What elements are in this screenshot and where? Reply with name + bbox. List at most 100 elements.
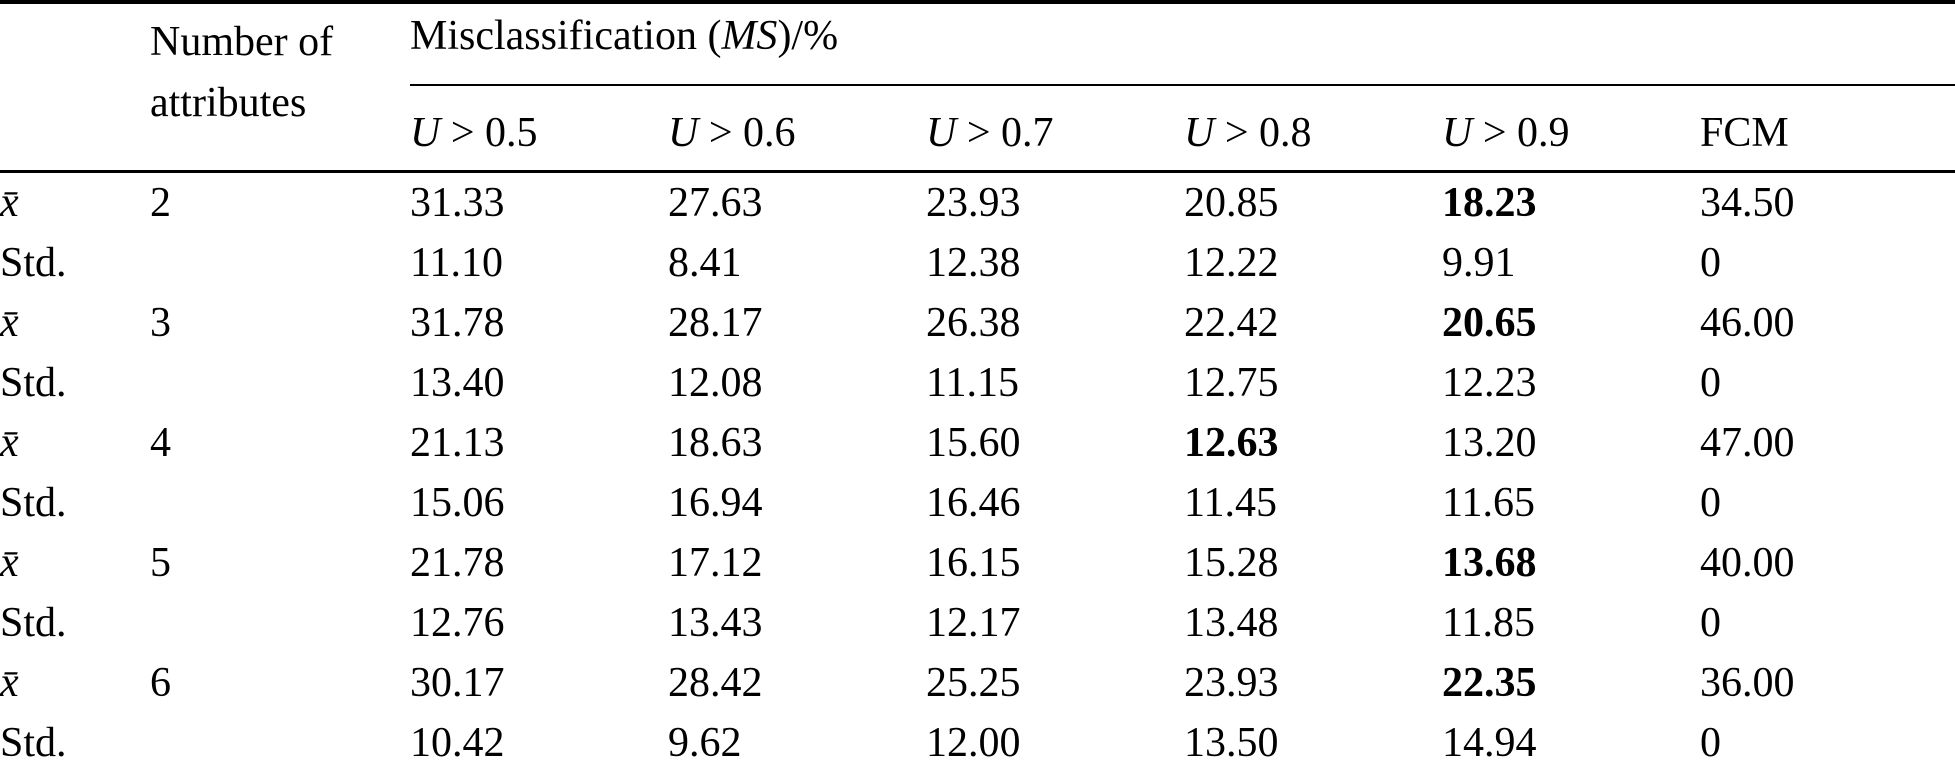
- table-cell: 46.00: [1700, 300, 1795, 346]
- table-cell: 28.42: [668, 660, 763, 706]
- table-cell: 22.35: [1442, 660, 1537, 706]
- table-cell: 47.00: [1700, 420, 1795, 466]
- table-cell: 12.63: [1184, 420, 1279, 466]
- table-row: x̄ 3 31.78 28.17 26.38 22.42 20.65 46.00: [0, 293, 1955, 353]
- table-cell: 11.45: [1184, 480, 1277, 526]
- table-cell: 12.22: [1184, 240, 1279, 286]
- table-cell: 21.13: [410, 420, 505, 466]
- table-cell: 18.23: [1442, 180, 1537, 226]
- attr-value: [150, 353, 410, 413]
- attr-value: [150, 473, 410, 533]
- table-cell: 12.76: [410, 600, 505, 646]
- table-cell: 12.38: [926, 240, 1021, 286]
- column-header-u05: U > 0.5: [410, 85, 668, 173]
- attributes-header: Number of attributes: [150, 2, 410, 173]
- table-row: x̄ 2 31.33 27.63 23.93 20.85 18.23 34.50: [0, 172, 1955, 234]
- table-cell: 12.08: [668, 360, 763, 406]
- table-cell: 11.15: [926, 360, 1019, 406]
- misclassification-header-suffix: )/%: [777, 13, 839, 59]
- table-cell: 40.00: [1700, 540, 1795, 586]
- row-label: Std.: [0, 600, 67, 646]
- table-cell: 27.63: [668, 180, 763, 226]
- misclassification-header-prefix: Misclassification (: [410, 13, 722, 59]
- row-label: Std.: [0, 240, 67, 286]
- table-row: Std. 11.10 8.41 12.38 12.22 9.91 0: [0, 233, 1955, 293]
- table-row: x̄ 5 21.78 17.12 16.15 15.28 13.68 40.00: [0, 533, 1955, 593]
- table-cell: 9.91: [1442, 240, 1516, 286]
- row-label: x̄: [0, 420, 19, 466]
- table-cell: 11.85: [1442, 600, 1535, 646]
- table-cell: 0: [1700, 600, 1721, 646]
- corner-cell: [0, 2, 150, 173]
- table-cell: 30.17: [410, 660, 505, 706]
- table-cell: 12.17: [926, 600, 1021, 646]
- column-header-u06: U > 0.6: [668, 85, 926, 173]
- table-row: Std. 15.06 16.94 16.46 11.45 11.65 0: [0, 473, 1955, 533]
- table-cell: 15.06: [410, 480, 505, 526]
- column-header-u08: U > 0.8: [1184, 85, 1442, 173]
- attr-value: [150, 713, 410, 765]
- table-cell: 28.17: [668, 300, 763, 346]
- table-cell: 21.78: [410, 540, 505, 586]
- table-cell: 34.50: [1700, 180, 1795, 226]
- attr-value: [150, 233, 410, 293]
- table-cell: 13.50: [1184, 720, 1279, 765]
- column-header-u09: U > 0.9: [1442, 85, 1700, 173]
- row-label: Std.: [0, 720, 67, 765]
- row-label: x̄: [0, 540, 19, 586]
- attributes-header-line2: attributes: [150, 79, 307, 126]
- table-cell: 22.42: [1184, 300, 1279, 346]
- table-cell: 17.12: [668, 540, 763, 586]
- table-cell: 16.15: [926, 540, 1021, 586]
- row-label: Std.: [0, 360, 67, 406]
- table-cell: 13.43: [668, 600, 763, 646]
- table-cell: 26.38: [926, 300, 1021, 346]
- attr-value: 3: [150, 300, 171, 346]
- attributes-header-line1: Number of: [150, 19, 334, 65]
- row-label: x̄: [0, 660, 19, 706]
- table-cell: 0: [1700, 360, 1721, 406]
- row-label: x̄: [0, 300, 19, 346]
- attr-value: 5: [150, 540, 171, 586]
- table-cell: 20.65: [1442, 300, 1537, 346]
- table-cell: 16.46: [926, 480, 1021, 526]
- table-cell: 15.60: [926, 420, 1021, 466]
- table-cell: 0: [1700, 240, 1721, 286]
- table-cell: 16.94: [668, 480, 763, 526]
- header-row-sub: U > 0.5 U > 0.6 U > 0.7 U > 0.8 U > 0.9 …: [0, 85, 1955, 173]
- table-cell: 0: [1700, 720, 1721, 765]
- table-cell: 10.42: [410, 720, 505, 765]
- attr-value: 6: [150, 660, 171, 706]
- misclassification-header-ms: MS: [721, 13, 778, 59]
- table-cell: 25.25: [926, 660, 1021, 706]
- table-cell: 9.62: [668, 720, 742, 765]
- table-cell: 8.41: [668, 240, 742, 286]
- table-cell: 14.94: [1442, 720, 1537, 765]
- table-cell: 23.93: [1184, 660, 1279, 706]
- row-label: Std.: [0, 480, 67, 526]
- table-row: x̄ 4 21.13 18.63 15.60 12.63 13.20 47.00: [0, 413, 1955, 473]
- table-cell: 0: [1700, 480, 1721, 526]
- attr-value: 2: [150, 180, 171, 226]
- table-cell: 12.75: [1184, 360, 1279, 406]
- attr-value: [150, 593, 410, 653]
- column-header-fcm: FCM: [1700, 85, 1955, 173]
- table-cell: 31.33: [410, 180, 505, 226]
- table-cell: 18.63: [668, 420, 763, 466]
- table-cell: 13.68: [1442, 540, 1537, 586]
- table-row: x̄ 6 30.17 28.42 25.25 23.93 22.35 36.00: [0, 653, 1955, 713]
- table-row: Std. 10.42 9.62 12.00 13.50 14.94 0: [0, 713, 1955, 765]
- column-header-u07: U > 0.7: [926, 85, 1184, 173]
- table-cell: 11.10: [410, 240, 503, 286]
- table-cell: 12.23: [1442, 360, 1537, 406]
- table-row: Std. 13.40 12.08 11.15 12.75 12.23 0: [0, 353, 1955, 413]
- table-cell: 15.28: [1184, 540, 1279, 586]
- row-label: x̄: [0, 180, 19, 226]
- table-cell: 12.00: [926, 720, 1021, 765]
- table-cell: 11.65: [1442, 480, 1535, 526]
- table-cell: 13.40: [410, 360, 505, 406]
- table-cell: 23.93: [926, 180, 1021, 226]
- table-cell: 20.85: [1184, 180, 1279, 226]
